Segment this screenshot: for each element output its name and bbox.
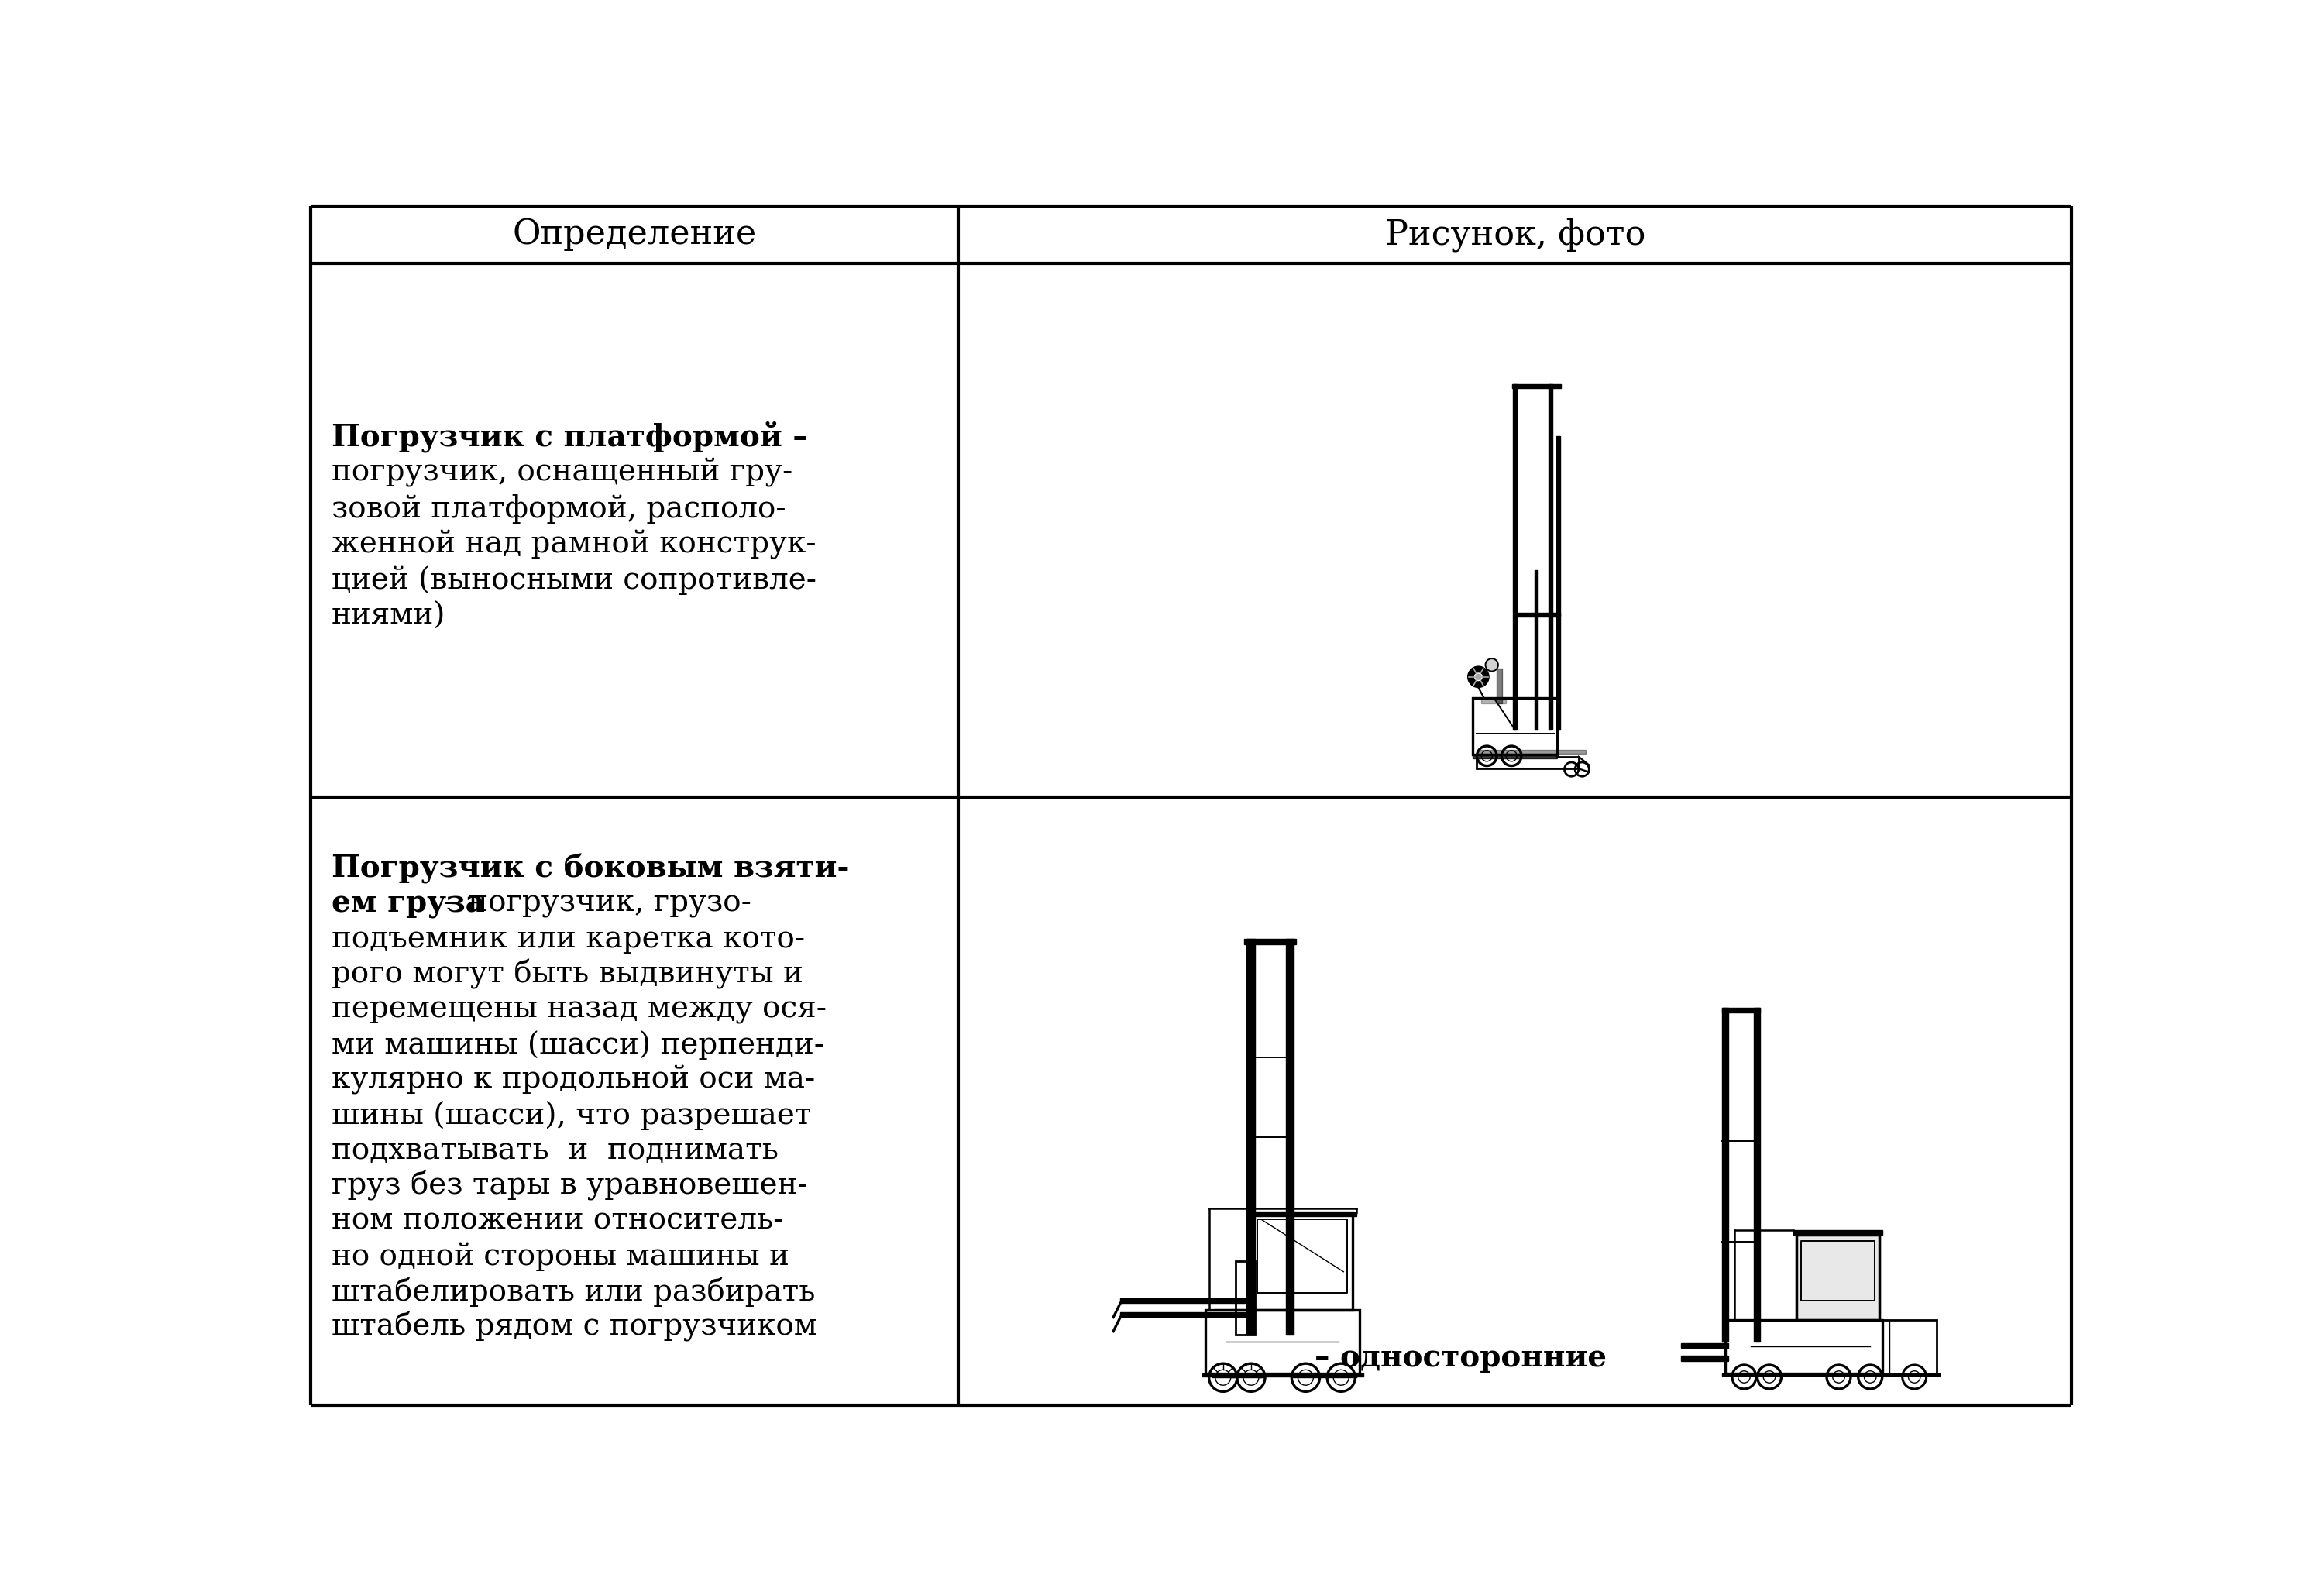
Polygon shape [1513,384,1562,388]
Polygon shape [1513,612,1559,617]
Text: погрузчик, оснащенный гру-: погрузчик, оснащенный гру- [332,458,792,488]
Polygon shape [1473,754,1557,758]
Bar [1882,1319,1936,1373]
Polygon shape [1285,939,1294,1335]
Text: подхватывать  и  поднимать: подхватывать и поднимать [332,1136,779,1164]
Text: кулярно к продольной оси ма-: кулярно к продольной оси ма- [332,1065,816,1094]
Polygon shape [1202,1373,1364,1376]
Text: подъемник или каретка кото-: подъемник или каретка кото- [332,925,804,954]
Bar [1796,1235,1880,1319]
Polygon shape [1120,1313,1255,1317]
Polygon shape [1476,750,1585,754]
Polygon shape [1796,1235,1880,1319]
Text: рого могут быть выдвинуты и: рого могут быть выдвинуты и [332,959,804,989]
Text: штабелировать или разбирать: штабелировать или разбирать [332,1276,816,1306]
Polygon shape [1755,1008,1759,1341]
Polygon shape [1243,939,1297,944]
Polygon shape [1246,939,1255,1335]
Polygon shape [1120,1298,1255,1303]
Text: Погрузчик с боковым взяти-: Погрузчик с боковым взяти- [332,853,848,884]
Text: цией (выносными сопротивле-: цией (выносными сопротивле- [332,566,816,595]
Polygon shape [1680,1343,1729,1348]
Text: ем груза: ем груза [332,888,486,919]
Polygon shape [1680,1356,1729,1361]
Polygon shape [1722,1008,1729,1341]
Text: груз без тары в уравновешен-: груз без тары в уравновешен- [332,1171,809,1201]
Text: Погрузчик с платформой –: Погрузчик с платформой – [332,421,809,453]
Circle shape [1469,667,1490,687]
Bar [1796,1235,1880,1319]
Bar [1473,699,1557,754]
Bar [1724,1319,1882,1373]
Text: – погрузчик, грузо-: – погрузчик, грузо- [435,890,751,919]
Text: ниями): ниями) [332,603,446,630]
Polygon shape [1480,699,1506,703]
Polygon shape [1497,668,1501,703]
Bar [1206,1309,1360,1373]
Text: женной над рамной конструк-: женной над рамной конструк- [332,530,816,560]
Polygon shape [1513,384,1518,731]
Polygon shape [1794,1230,1882,1235]
Circle shape [1476,673,1483,681]
Text: штабель рядом с погрузчиком: штабель рядом с погрузчиком [332,1311,818,1341]
Text: ном положении относитель-: ном положении относитель- [332,1207,783,1236]
Polygon shape [1248,1212,1357,1217]
Polygon shape [1534,571,1538,731]
Polygon shape [1722,1373,1941,1376]
Text: ми машины (шасси) перпенди-: ми машины (шасси) перпенди- [332,1030,825,1059]
Text: шины (шасси), что разрешает: шины (шасси), что разрешает [332,1101,811,1129]
Polygon shape [1548,384,1552,731]
Polygon shape [1722,1008,1759,1013]
Circle shape [1485,659,1499,671]
Text: зовой платформой, располо-: зовой платформой, располо- [332,494,786,523]
Text: Рисунок, фото: Рисунок, фото [1385,217,1645,252]
Text: – односторонние: – односторонние [1315,1343,1606,1372]
Text: перемещены назад между ося-: перемещены назад между ося- [332,995,827,1024]
Bar [1253,1212,1353,1309]
Text: Определение: Определение [514,219,758,252]
Text: но одной стороны машины и: но одной стороны машины и [332,1243,790,1271]
Polygon shape [1557,435,1559,731]
